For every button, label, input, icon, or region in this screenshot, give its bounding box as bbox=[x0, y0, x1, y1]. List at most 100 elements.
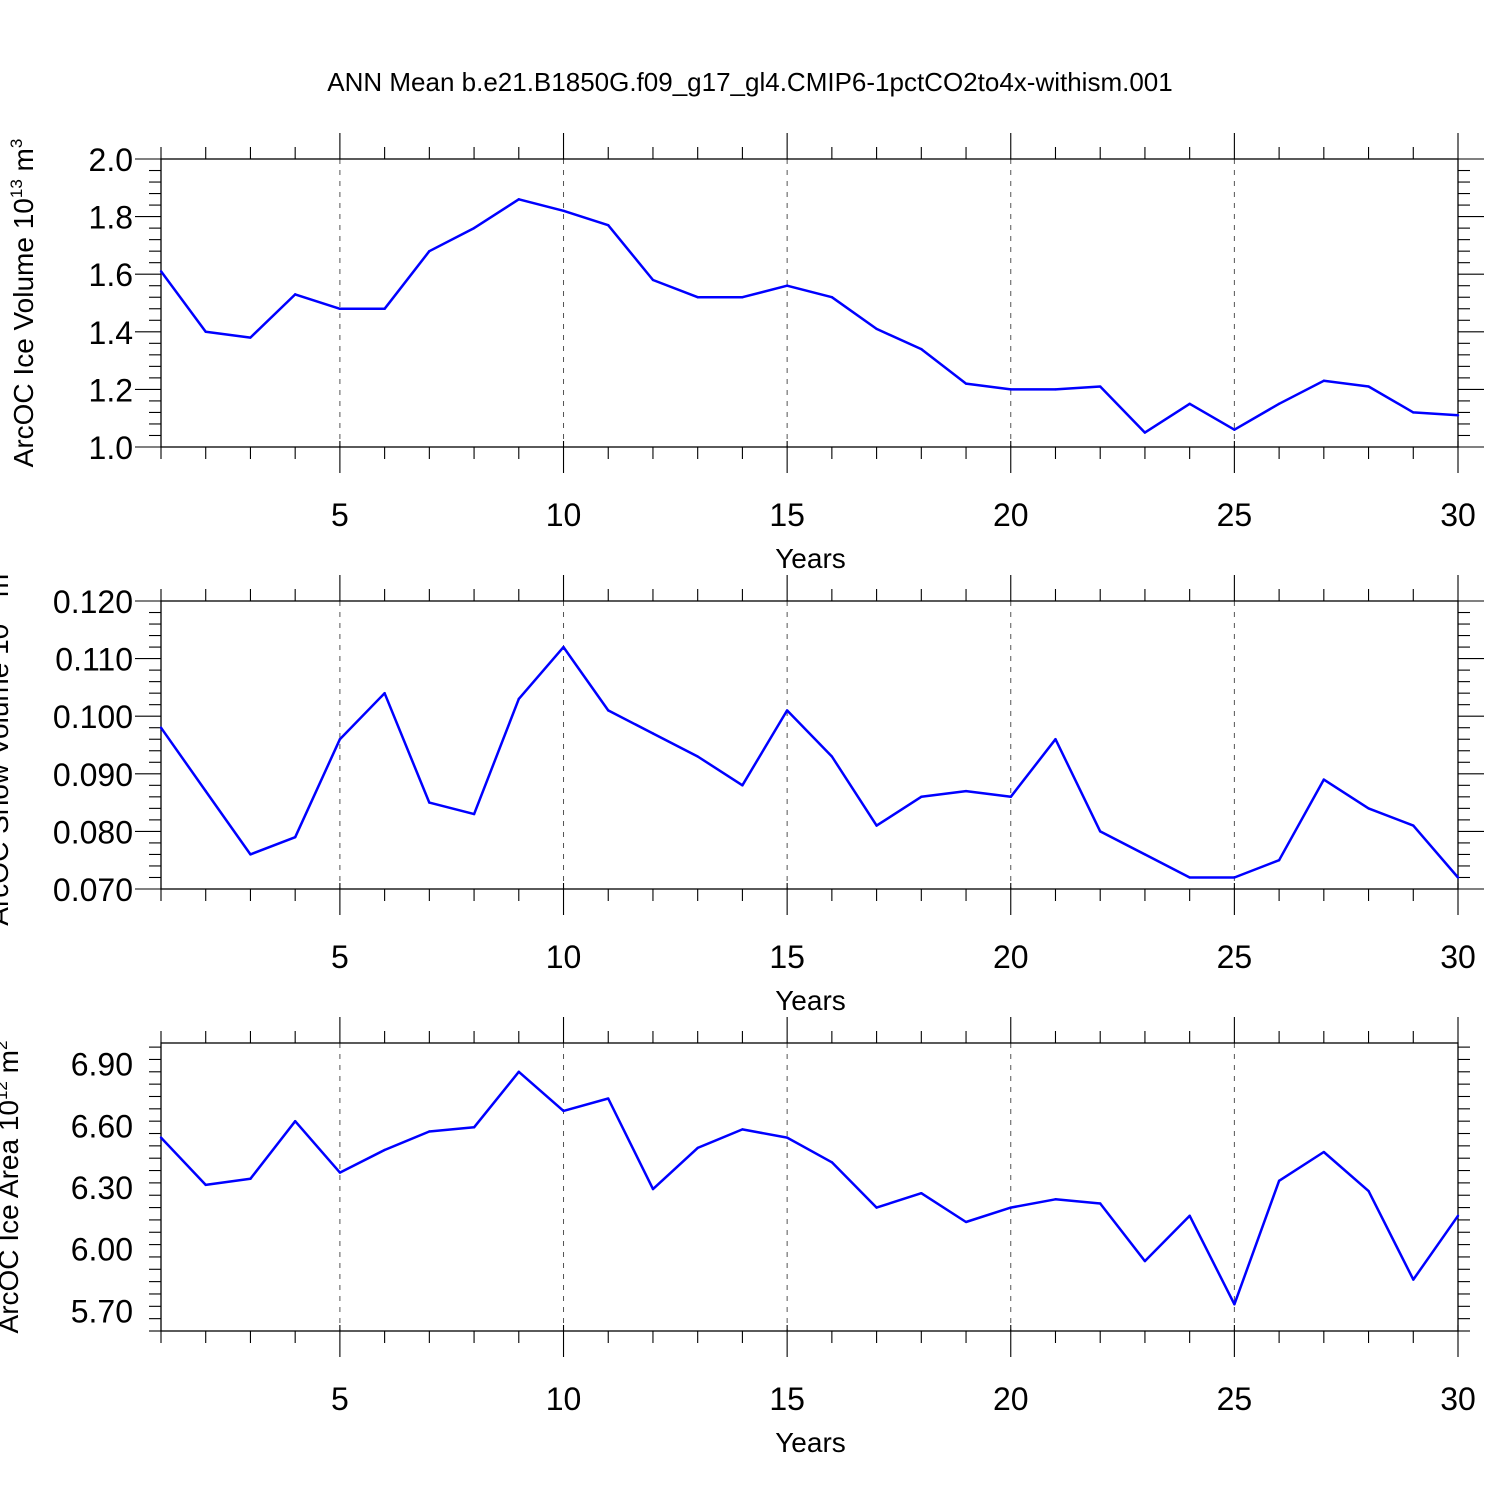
data-point bbox=[1143, 1259, 1147, 1263]
data-point bbox=[1233, 1303, 1236, 1306]
y-tick-label: 1.4 bbox=[89, 315, 133, 351]
x-tick-label: 25 bbox=[1217, 939, 1253, 975]
data-point bbox=[607, 224, 610, 227]
data-point bbox=[249, 336, 252, 339]
x-tick-label: 5 bbox=[331, 497, 349, 533]
plot-frame bbox=[160, 158, 1459, 448]
data-point bbox=[741, 1128, 744, 1131]
data-point bbox=[562, 1109, 565, 1113]
data-point bbox=[428, 249, 431, 253]
x-tick-label: 15 bbox=[769, 1381, 805, 1417]
data-point bbox=[249, 1177, 252, 1180]
data-point bbox=[920, 347, 923, 351]
data-point bbox=[1412, 1278, 1415, 1281]
y-tick-label: 0.110 bbox=[55, 642, 133, 678]
data-point bbox=[204, 1183, 207, 1187]
data-point bbox=[785, 284, 789, 287]
data-point bbox=[1099, 385, 1102, 388]
y-tick-label: 6.30 bbox=[71, 1170, 133, 1206]
data-point bbox=[1009, 388, 1012, 391]
data-point bbox=[383, 1148, 386, 1152]
data-point bbox=[472, 226, 476, 230]
data-point bbox=[204, 330, 207, 333]
data-point bbox=[1322, 379, 1326, 382]
data-point bbox=[517, 697, 520, 701]
data-point bbox=[293, 293, 297, 296]
panel-3: 5 10 15 20 25 30 5.70 6.00 6.30 6.60 6.90 Years ArcO… bbox=[0, 1017, 1476, 1458]
data-point bbox=[338, 1171, 342, 1174]
data-point bbox=[1054, 738, 1057, 741]
x-tick-label: 30 bbox=[1440, 497, 1476, 533]
y-tick-label: 1.8 bbox=[89, 200, 133, 236]
data-point bbox=[920, 795, 923, 799]
x-tick-label: 10 bbox=[546, 1381, 582, 1417]
y-tick-label: 2.0 bbox=[89, 142, 133, 178]
data-point bbox=[1188, 402, 1191, 405]
data-point bbox=[1412, 411, 1415, 414]
data-point bbox=[472, 1126, 476, 1129]
data-point bbox=[472, 812, 476, 816]
y-tick-label: 0.100 bbox=[53, 699, 133, 735]
data-point bbox=[785, 709, 789, 712]
data-point bbox=[1456, 1214, 1460, 1218]
data-point bbox=[1009, 1206, 1012, 1209]
data-point bbox=[1143, 853, 1147, 856]
y-tick-label: 6.60 bbox=[71, 1108, 133, 1144]
data-point bbox=[1367, 1189, 1370, 1193]
x-axis-label: Years bbox=[775, 543, 846, 574]
data-point bbox=[428, 801, 431, 804]
x-tick-label: 25 bbox=[1217, 497, 1253, 533]
data-point bbox=[830, 296, 834, 299]
y-tick-label: 5.70 bbox=[71, 1293, 133, 1329]
data-point bbox=[517, 198, 520, 201]
data-point bbox=[293, 835, 297, 839]
panel-1: 5 10 15 20 25 30 1.0 1.2 1.4 1.6 1.8 2.0 Years ArcOC … bbox=[7, 133, 1484, 574]
y-tick-label: 0.090 bbox=[53, 757, 133, 793]
data-point bbox=[159, 726, 163, 729]
x-axis-label: Years bbox=[775, 1427, 846, 1458]
panel-2: 5 10 15 20 25 30 0.070 0.080 0.090 0.100 0.110 0.12… bbox=[0, 564, 1484, 1016]
data-point bbox=[249, 853, 252, 856]
data-point bbox=[1277, 1179, 1281, 1183]
x-tick-label: 10 bbox=[546, 939, 582, 975]
data-point bbox=[338, 307, 342, 310]
x-tick-label: 15 bbox=[769, 939, 805, 975]
data-point bbox=[1277, 859, 1281, 862]
x-tick-label: 20 bbox=[993, 497, 1029, 533]
data-point bbox=[517, 1070, 520, 1074]
data-point bbox=[964, 1220, 968, 1224]
data-point bbox=[875, 824, 878, 827]
y-axis-label: ArcOC Snow Volume 1013 m3 bbox=[0, 564, 14, 925]
x-tick-label: 25 bbox=[1217, 1381, 1253, 1417]
data-point bbox=[696, 296, 699, 299]
y-axis-label: ArcOC Ice Area 1012 m2 bbox=[0, 1041, 24, 1334]
data-point bbox=[383, 691, 386, 695]
x-axis-label: Years bbox=[775, 985, 846, 1016]
data-point bbox=[1099, 830, 1102, 833]
series-line bbox=[159, 198, 1459, 434]
chart-title: ANN Mean b.e21.B1850G.f09_g17_gl4.CMIP6-… bbox=[327, 67, 1172, 97]
x-tick-label: 10 bbox=[546, 497, 582, 533]
data-point bbox=[964, 382, 968, 385]
data-point bbox=[1322, 778, 1326, 781]
y-tick-label: 0.120 bbox=[53, 584, 133, 620]
data-point bbox=[1367, 385, 1370, 388]
data-point bbox=[159, 1136, 163, 1139]
data-point bbox=[875, 1206, 878, 1209]
data-point bbox=[1054, 1198, 1057, 1201]
data-point bbox=[696, 1146, 699, 1150]
plot-frame bbox=[160, 600, 1459, 890]
data-point bbox=[607, 709, 610, 712]
data-point bbox=[741, 296, 744, 299]
data-point bbox=[696, 755, 699, 758]
data-point bbox=[293, 1119, 297, 1123]
data-point bbox=[830, 1161, 834, 1164]
data-point bbox=[1054, 388, 1057, 391]
data-point bbox=[428, 1130, 431, 1133]
data-point bbox=[1322, 1150, 1326, 1154]
data-point bbox=[1188, 876, 1191, 879]
series-line bbox=[160, 1070, 1460, 1306]
x-tick-label: 15 bbox=[769, 497, 805, 533]
data-point bbox=[1009, 795, 1012, 799]
